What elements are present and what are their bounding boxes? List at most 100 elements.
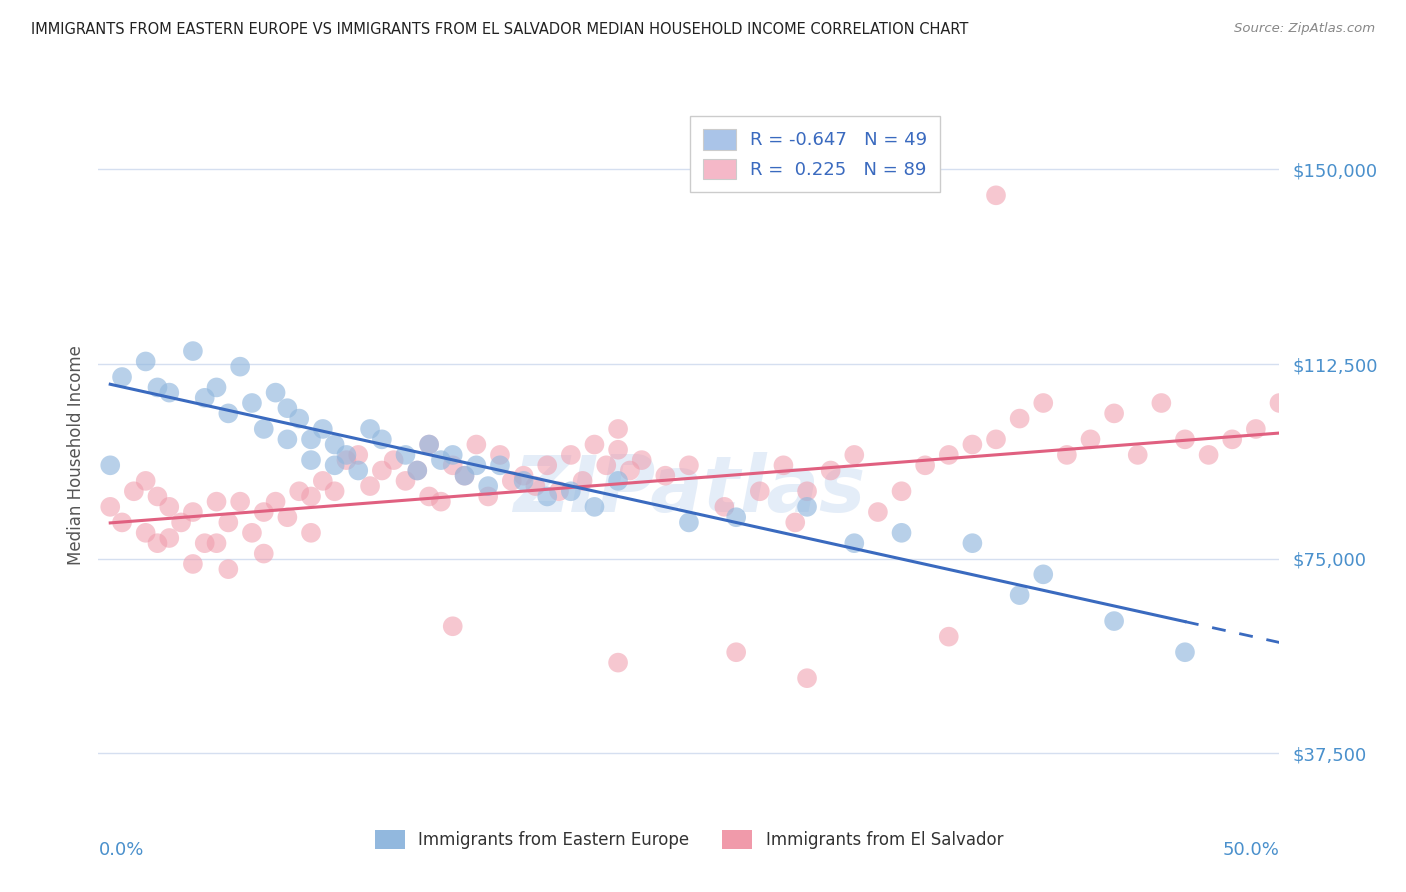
Point — [441, 448, 464, 462]
Text: IMMIGRANTS FROM EASTERN EUROPE VS IMMIGRANTS FROM EL SALVADOR MEDIAN HOUSEHOLD I: IMMIGRANTS FROM EASTERN EUROPE VS IMMIGR… — [31, 22, 969, 37]
Point — [512, 468, 534, 483]
Point — [441, 619, 464, 633]
Point — [619, 463, 641, 477]
Text: 50.0%: 50.0% — [1223, 841, 1279, 859]
Point — [571, 474, 593, 488]
Point — [748, 484, 770, 499]
Point — [962, 536, 984, 550]
Point — [725, 645, 748, 659]
Point — [465, 458, 488, 473]
Point — [264, 494, 287, 508]
Point — [548, 484, 571, 499]
Point — [453, 468, 475, 483]
Point — [394, 448, 416, 462]
Point — [157, 385, 180, 400]
Point — [583, 500, 606, 514]
Point — [217, 562, 239, 576]
Point — [359, 422, 381, 436]
Point — [229, 494, 252, 508]
Point — [181, 557, 204, 571]
Point — [394, 474, 416, 488]
Point — [335, 448, 357, 462]
Point — [98, 458, 121, 473]
Point — [418, 437, 440, 451]
Point — [288, 484, 311, 499]
Point — [678, 458, 700, 473]
Point — [111, 516, 134, 530]
Point — [607, 442, 630, 457]
Point — [465, 437, 488, 451]
Point — [1198, 448, 1220, 462]
Point — [1056, 448, 1078, 462]
Point — [796, 484, 818, 499]
Point — [240, 525, 263, 540]
Point — [288, 411, 311, 425]
Point — [359, 479, 381, 493]
Point — [135, 354, 157, 368]
Point — [299, 525, 322, 540]
Point — [984, 433, 1007, 447]
Point — [1032, 567, 1054, 582]
Point — [1102, 614, 1125, 628]
Point — [1244, 422, 1267, 436]
Point — [938, 448, 960, 462]
Point — [98, 500, 121, 514]
Point — [122, 484, 145, 499]
Point — [146, 536, 169, 550]
Point — [276, 510, 298, 524]
Point — [111, 370, 134, 384]
Point — [418, 437, 440, 451]
Point — [217, 516, 239, 530]
Point — [560, 484, 582, 499]
Point — [205, 380, 228, 394]
Point — [1126, 448, 1149, 462]
Point — [489, 448, 512, 462]
Point — [205, 494, 228, 508]
Point — [678, 516, 700, 530]
Point — [477, 479, 499, 493]
Point — [796, 500, 818, 514]
Point — [607, 422, 630, 436]
Point — [441, 458, 464, 473]
Point — [418, 490, 440, 504]
Point — [170, 516, 193, 530]
Point — [194, 536, 217, 550]
Point — [607, 474, 630, 488]
Point — [135, 474, 157, 488]
Point — [536, 490, 558, 504]
Point — [713, 500, 735, 514]
Point — [501, 474, 523, 488]
Point — [181, 344, 204, 359]
Point — [146, 490, 169, 504]
Point — [890, 525, 912, 540]
Point — [914, 458, 936, 473]
Point — [347, 448, 370, 462]
Point — [217, 406, 239, 420]
Y-axis label: Median Household Income: Median Household Income — [66, 345, 84, 565]
Point — [406, 463, 429, 477]
Point — [157, 500, 180, 514]
Point — [430, 453, 453, 467]
Point — [1220, 433, 1243, 447]
Point — [1268, 396, 1291, 410]
Text: ZIPatlas: ZIPatlas — [513, 451, 865, 528]
Point — [253, 505, 276, 519]
Point — [984, 188, 1007, 202]
Point — [962, 437, 984, 451]
Point — [312, 422, 335, 436]
Point — [772, 458, 794, 473]
Point — [312, 474, 335, 488]
Point — [371, 463, 394, 477]
Point — [323, 458, 346, 473]
Point — [477, 490, 499, 504]
Text: 0.0%: 0.0% — [98, 841, 143, 859]
Point — [1102, 406, 1125, 420]
Point — [524, 479, 547, 493]
Point — [406, 463, 429, 477]
Point — [253, 547, 276, 561]
Point — [489, 458, 512, 473]
Point — [1174, 645, 1197, 659]
Point — [453, 468, 475, 483]
Point — [1008, 588, 1031, 602]
Point — [323, 437, 346, 451]
